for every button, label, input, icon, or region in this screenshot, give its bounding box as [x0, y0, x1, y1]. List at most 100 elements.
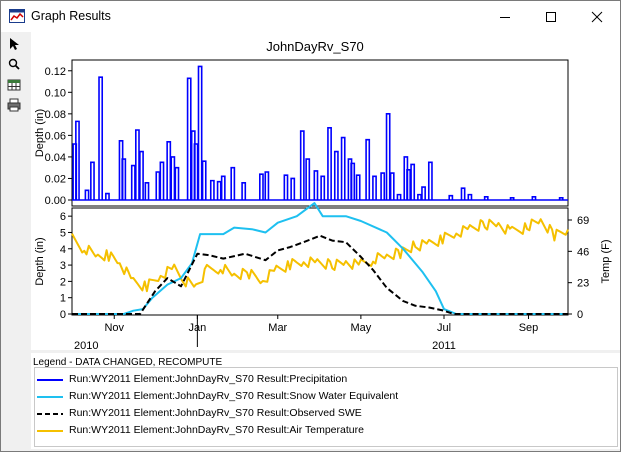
precipitation-bar — [121, 158, 127, 200]
close-button[interactable] — [574, 1, 620, 32]
precipitation-bar — [241, 181, 247, 200]
precipitation-bar — [305, 158, 311, 200]
y-tick-label: 0.02 — [45, 173, 66, 185]
observed-swe-line — [72, 234, 568, 315]
precipitation-bar — [230, 166, 236, 200]
precipitation-bar — [467, 193, 473, 200]
x-year-label: 2011 — [432, 340, 456, 350]
precipitation-bar — [209, 179, 215, 200]
y-axis-label: Depth (in) — [34, 109, 46, 157]
precipitation-bar — [290, 177, 296, 200]
precipitation-bar — [166, 141, 172, 200]
zoom-magnifier-icon[interactable] — [7, 57, 21, 71]
precipitation-bar — [417, 193, 422, 200]
select-arrow-icon[interactable] — [7, 37, 21, 51]
x-tick-label: Jul — [437, 322, 451, 334]
y-tick-label: 1 — [60, 293, 66, 305]
x-tick-label: May — [350, 322, 371, 334]
print-icon[interactable] — [7, 98, 21, 112]
y-tick-label: 6 — [60, 211, 66, 223]
legend-label: Run:WY2011 Element:JohnDayRv_S70 Result:… — [69, 390, 399, 402]
precipitation-bar — [327, 127, 332, 200]
precipitation-bar — [299, 130, 305, 200]
y2-tick-label: 0 — [577, 309, 583, 321]
precipitation-bar — [531, 195, 537, 200]
precipitation-bar — [159, 161, 165, 200]
precipitation-bar — [259, 173, 264, 200]
y-tick-label: 0.04 — [45, 152, 66, 164]
precipitation-bar — [313, 170, 319, 200]
y-tick-label: 0.10 — [45, 87, 66, 99]
precipitation-bar — [201, 160, 207, 200]
precipitation-bar — [186, 77, 192, 200]
legend-panel: Legend - DATA CHANGED, RECOMPUTE Run:WY2… — [31, 353, 620, 449]
precipitation-bar — [410, 163, 416, 200]
y-tick-label: 2 — [60, 276, 66, 288]
window-title: Graph Results — [31, 9, 111, 23]
legend-label: Run:WY2011 Element:JohnDayRv_S70 Result:… — [69, 424, 364, 436]
x-year-label: 2010 — [74, 340, 98, 350]
precipitation-bar — [139, 150, 144, 200]
title-bar[interactable]: Graph Results — [1, 1, 620, 32]
app-graph-icon — [9, 9, 25, 23]
legend-swatch-air-temperature — [37, 430, 63, 432]
legend-swatch-precipitation — [37, 379, 63, 381]
precipitation-bar — [340, 136, 346, 200]
legend-box: Run:WY2011 Element:JohnDayRv_S70 Result:… — [34, 367, 618, 447]
precipitation-bar — [421, 186, 426, 200]
precipitation-bar — [396, 193, 402, 200]
legend-swatch-observed-swe — [37, 413, 63, 415]
precipitation-bar — [406, 169, 411, 200]
legend-label: Run:WY2011 Element:JohnDayRv_S70 Result:… — [69, 407, 362, 419]
precipitation-bar — [75, 120, 80, 200]
precipitation-bar — [320, 175, 326, 200]
x-tick-label: Nov — [104, 322, 124, 334]
precipitation-bar — [193, 143, 199, 200]
precipitation-bar — [283, 174, 289, 200]
precipitation-bar — [427, 161, 433, 200]
precipitation-bar — [385, 113, 391, 200]
y-tick-label: 0.00 — [45, 195, 66, 207]
precipitation-bar — [216, 180, 222, 200]
precipitation-bar — [460, 187, 466, 200]
precipitation-bar — [558, 197, 564, 200]
precipitation-bar — [365, 138, 371, 200]
y-tick-label: 3 — [60, 260, 66, 272]
precipitation-bar — [483, 195, 489, 200]
precipitation-bar — [90, 161, 95, 200]
x-tick-label: Mar — [268, 322, 287, 334]
table-icon[interactable] — [7, 78, 21, 92]
precipitation-bar — [264, 171, 270, 200]
precipitation-bar — [350, 162, 356, 200]
close-icon — [591, 11, 603, 23]
precipitation-bar — [84, 189, 90, 200]
precipitation-bar — [220, 175, 226, 200]
x-tick-label: Sep — [519, 322, 539, 334]
precipitation-bar — [135, 129, 140, 200]
minimize-icon — [500, 17, 510, 18]
results-chart: JohnDayRv_S70 0.000.020.040.060.080.100.… — [34, 39, 612, 352]
precipitation-bar — [105, 192, 110, 200]
maximize-button[interactable] — [528, 1, 574, 32]
minimize-button[interactable] — [482, 1, 528, 32]
precipitation-bar — [333, 150, 339, 200]
precipitation-bar — [389, 172, 395, 200]
y-axis-label: Depth (in) — [34, 237, 46, 285]
maximize-icon — [546, 12, 556, 22]
y-tick-label: 0.12 — [45, 66, 66, 78]
precipitation-plot-frame — [71, 59, 569, 207]
chart-title: JohnDayRv_S70 — [266, 39, 364, 54]
y2-tick-label: 23 — [577, 278, 589, 290]
precipitation-bar — [372, 175, 377, 200]
precipitation-plot: 0.00 0.02 0.04 0.06 0.08 0.10 0.12 Depth (in) — [34, 59, 569, 207]
y-tick-label: 0.08 — [45, 109, 66, 121]
precipitation-bar — [380, 172, 386, 200]
y-tick-label: 0.06 — [45, 130, 66, 142]
y-tick-label: 4 — [60, 244, 66, 256]
precipitation-bar — [155, 171, 161, 200]
legend-label: Run:WY2011 Element:JohnDayRv_S70 Result:… — [69, 373, 348, 385]
y-tick-label: 0 — [60, 309, 66, 321]
graph-canvas[interactable]: JohnDayRv_S70 0.00 0.02 0.04 0.06 0.08 0.10 0.… — [31, 32, 620, 352]
